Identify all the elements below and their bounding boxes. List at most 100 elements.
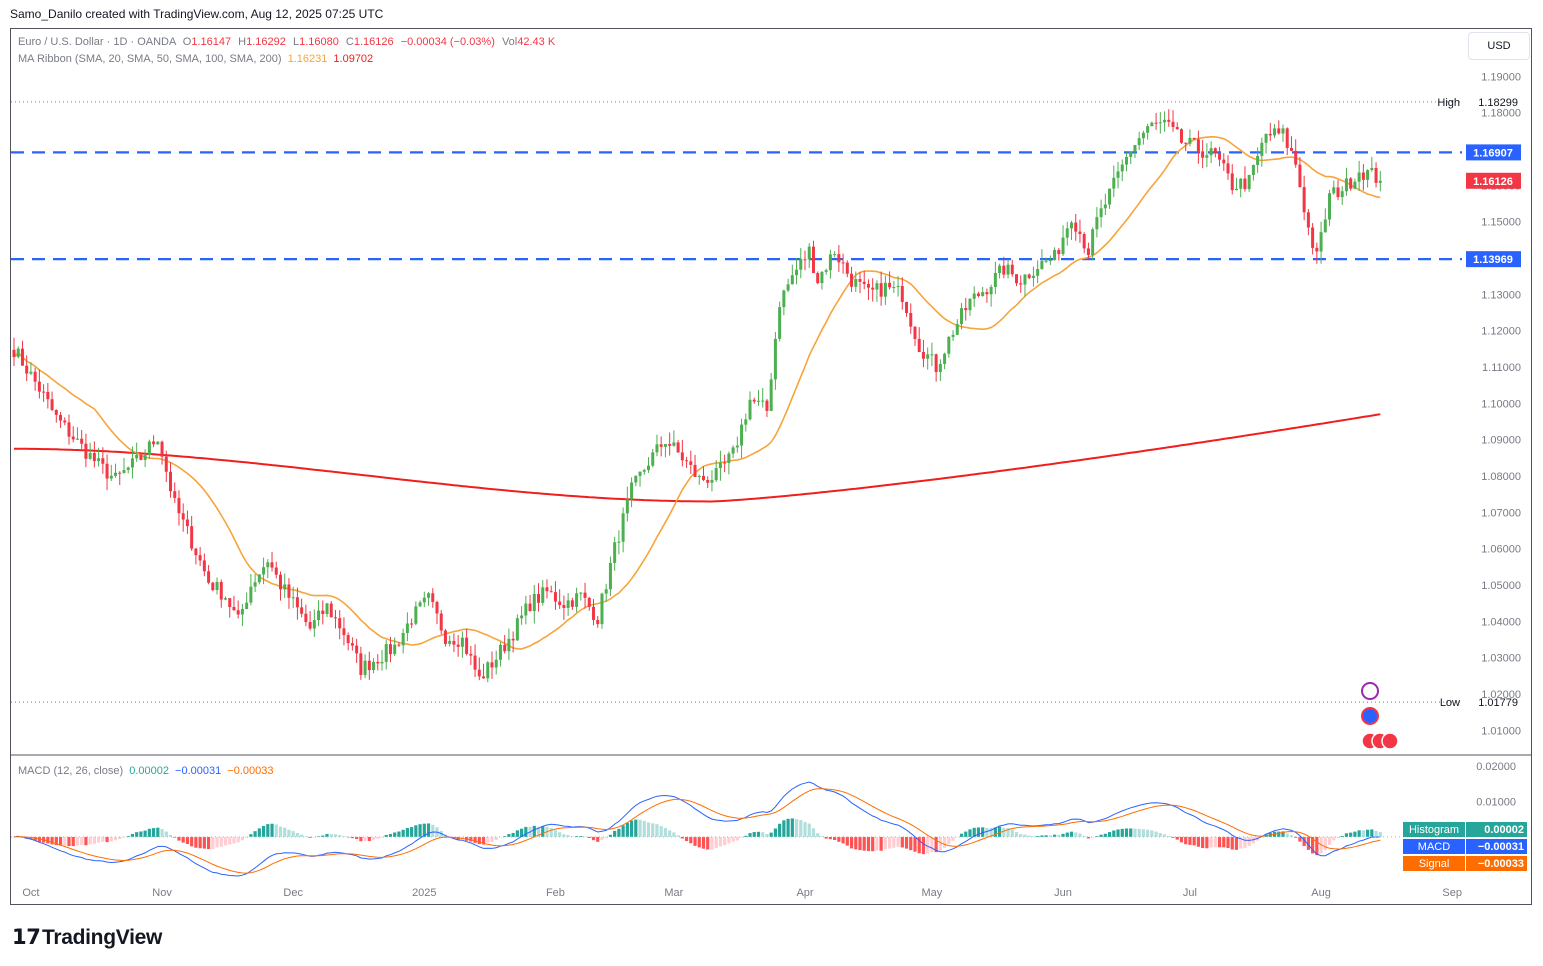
macd-badge-label-bg bbox=[1403, 856, 1465, 871]
histogram-bar bbox=[896, 836, 900, 847]
candle-body bbox=[287, 584, 291, 598]
histogram-bar bbox=[1209, 836, 1213, 848]
histogram-bar bbox=[976, 827, 981, 837]
candle-body bbox=[587, 597, 591, 607]
candle-body bbox=[42, 391, 46, 393]
candle-body bbox=[596, 619, 600, 625]
candle-body bbox=[274, 567, 278, 575]
price-tick-label: 1.19000 bbox=[1481, 71, 1521, 83]
histogram-bar bbox=[503, 836, 507, 837]
candle-body bbox=[786, 284, 790, 291]
time-axis-label: Nov bbox=[152, 887, 172, 899]
candle-body bbox=[372, 661, 376, 671]
candle-body bbox=[562, 605, 566, 608]
candle-body bbox=[1078, 231, 1082, 235]
candle-body bbox=[37, 381, 41, 392]
candle-body bbox=[1247, 174, 1251, 190]
histogram-bar bbox=[1141, 829, 1146, 837]
histogram-bar bbox=[854, 836, 858, 850]
histogram-bar bbox=[1285, 833, 1289, 837]
histogram-bar bbox=[1107, 832, 1112, 837]
histogram-bar bbox=[938, 836, 942, 851]
histogram-bar bbox=[1061, 833, 1065, 837]
histogram-bar bbox=[1196, 836, 1200, 847]
histogram-bar bbox=[50, 836, 54, 845]
level-price-label: 1.13969 bbox=[1473, 254, 1513, 266]
histogram-bar bbox=[1129, 828, 1133, 837]
histogram-bar bbox=[566, 835, 570, 837]
author-byline: Samo_Danilo created with TradingView.com… bbox=[10, 7, 384, 21]
histogram-bar bbox=[481, 836, 486, 845]
histogram-bar bbox=[1243, 836, 1247, 849]
histogram-bar bbox=[1086, 836, 1091, 839]
histogram-bar bbox=[993, 827, 997, 837]
histogram-bar bbox=[515, 830, 519, 837]
symbol-legend[interactable]: Euro / U.S. Dollar · 1D · OANDA O1.16147… bbox=[18, 36, 555, 48]
currency-selector[interactable]: USD bbox=[1468, 32, 1530, 60]
histogram-bar bbox=[1332, 836, 1336, 841]
histogram-bar bbox=[1311, 836, 1315, 854]
histogram-bar bbox=[1040, 835, 1044, 837]
histogram-bar bbox=[714, 836, 718, 849]
candle-body bbox=[647, 465, 650, 471]
histogram-bar bbox=[968, 829, 972, 837]
candle-body bbox=[883, 282, 887, 297]
chart-frame[interactable] bbox=[10, 28, 1532, 905]
candle-body bbox=[761, 400, 765, 402]
candle-body bbox=[1218, 152, 1222, 160]
histogram-bar bbox=[875, 836, 879, 851]
histogram-bar bbox=[625, 822, 629, 837]
macd-tick-label: 0.02000 bbox=[1476, 761, 1516, 773]
histogram-bar bbox=[659, 826, 663, 837]
candle-body bbox=[1366, 170, 1370, 180]
candle-body bbox=[1141, 132, 1145, 139]
candle-body bbox=[989, 286, 993, 295]
candle-body bbox=[854, 278, 858, 287]
candle-body bbox=[393, 644, 397, 655]
time-axis-label: Aug bbox=[1311, 887, 1331, 899]
candle-body bbox=[1163, 119, 1167, 123]
candle-body bbox=[1031, 275, 1035, 278]
symbol-name: Euro / U.S. Dollar · 1D · OANDA bbox=[18, 36, 176, 48]
histogram-bar bbox=[198, 836, 202, 849]
candle-body bbox=[245, 602, 249, 610]
low-value: 1.16080 bbox=[299, 36, 339, 48]
histogram-bar bbox=[253, 831, 257, 837]
histogram-bar bbox=[541, 826, 545, 837]
macd-tick-label: 0.01000 bbox=[1476, 797, 1516, 809]
candle-body bbox=[1129, 151, 1133, 157]
histogram-bar bbox=[689, 836, 693, 844]
tradingview-logo[interactable]: 𝟭𝟳TradingView bbox=[12, 925, 162, 950]
price-tick-label: 1.03000 bbox=[1481, 653, 1521, 665]
candle-body bbox=[524, 603, 528, 616]
candle-body bbox=[329, 603, 333, 618]
time-axis-label: Sep bbox=[1442, 887, 1462, 899]
candle-body bbox=[575, 593, 579, 607]
candle-body bbox=[228, 598, 232, 607]
histogram-bar bbox=[723, 836, 727, 846]
candle-body bbox=[727, 453, 731, 463]
histogram-bar bbox=[1082, 835, 1086, 837]
candle-body bbox=[1357, 172, 1361, 182]
histogram-bar bbox=[1171, 836, 1175, 838]
candle-body bbox=[981, 292, 985, 297]
histogram-bar bbox=[744, 835, 748, 837]
macd-legend[interactable]: MACD (12, 26, close) 0.00002 −0.00031 −0… bbox=[18, 765, 273, 777]
ma-ribbon-legend[interactable]: MA Ribbon (SMA, 20, SMA, 50, SMA, 100, S… bbox=[18, 53, 373, 65]
candle-body bbox=[71, 436, 75, 440]
candle-body bbox=[807, 246, 811, 260]
histogram-bar bbox=[266, 824, 270, 837]
histogram-bar bbox=[816, 833, 820, 837]
price-tick-label: 1.11000 bbox=[1482, 362, 1521, 374]
macd-badge-label: Histogram bbox=[1409, 824, 1459, 836]
time-axis-label: Mar bbox=[664, 887, 683, 899]
histogram-bar bbox=[782, 820, 786, 837]
histogram-bar bbox=[617, 828, 621, 837]
histogram-bar bbox=[524, 826, 528, 837]
candle-body bbox=[1256, 155, 1260, 166]
histogram-bar bbox=[883, 836, 887, 850]
candle-body bbox=[25, 365, 29, 374]
close-value: 1.16126 bbox=[353, 36, 394, 48]
histogram-bar bbox=[350, 836, 354, 839]
